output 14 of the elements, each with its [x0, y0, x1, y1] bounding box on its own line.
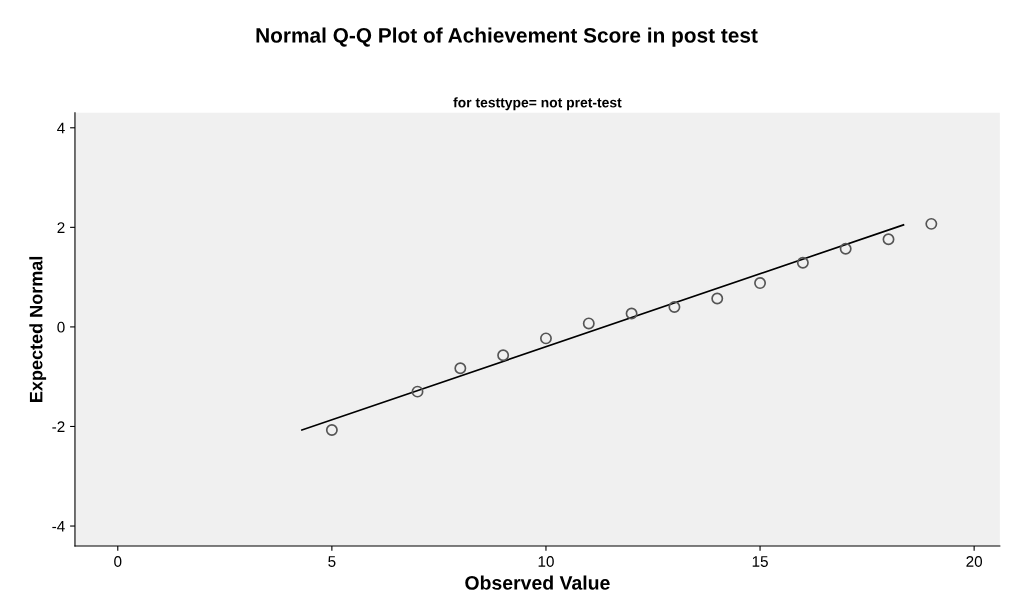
- y-tick-label: -2: [52, 421, 65, 433]
- chart-subtitle: for testtype= not pret-test: [453, 97, 622, 111]
- y-tick-label: 2: [57, 222, 65, 233]
- x-tick-label: 20: [966, 556, 983, 567]
- x-tick-label: 15: [752, 556, 768, 567]
- y-tick-label: 0: [57, 321, 65, 333]
- x-axis-title: Observed Value: [465, 575, 610, 590]
- chart-title: Normal Q-Q Plot of Achievement Score in post test: [256, 27, 758, 47]
- y-tick-label: -4: [52, 521, 65, 532]
- y-axis-title: Expected Normal: [29, 256, 47, 402]
- y-tick-label: 4: [57, 122, 65, 134]
- x-tick-label: 0: [114, 556, 122, 567]
- x-tick-label: 5: [328, 556, 336, 567]
- x-tick-label: 10: [538, 556, 554, 567]
